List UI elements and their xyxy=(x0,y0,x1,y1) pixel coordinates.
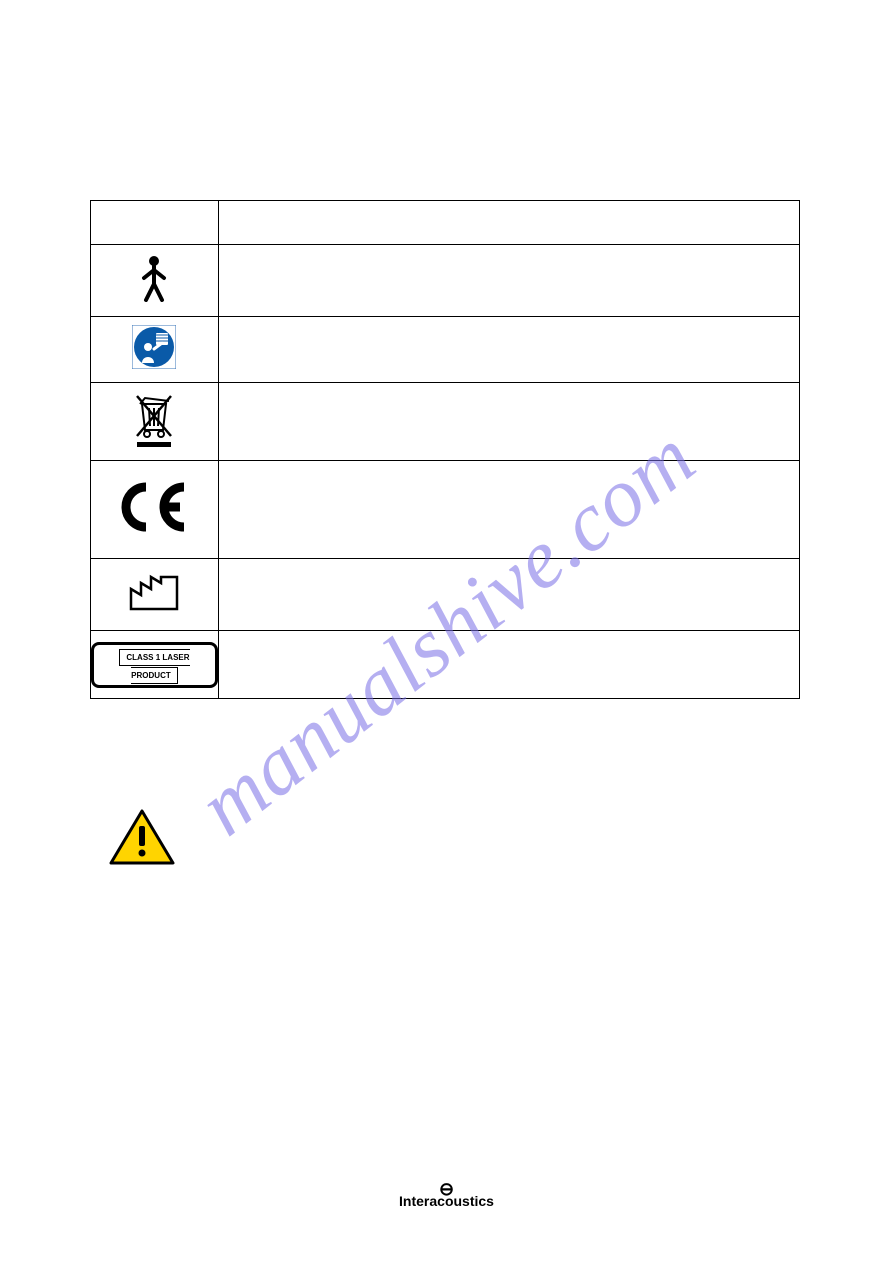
table-row xyxy=(91,245,800,317)
warning-section xyxy=(108,808,176,873)
weee-icon xyxy=(129,390,179,453)
weee-desc xyxy=(218,383,799,461)
footer-brand-logo: ⊖ Interacoustics xyxy=(399,1183,494,1209)
table-row xyxy=(91,461,800,559)
laser-desc xyxy=(218,631,799,699)
laser-label-cell: CLASS 1 LASER PRODUCT xyxy=(91,631,219,699)
refer-to-manual-icon xyxy=(132,325,176,369)
class-1-laser-icon: CLASS 1 LASER PRODUCT xyxy=(91,642,218,688)
weee-icon-cell xyxy=(91,383,219,461)
type-b-desc xyxy=(218,245,799,317)
warning-triangle-icon xyxy=(108,855,176,872)
laser-label-text: CLASS 1 LASER PRODUCT xyxy=(119,649,189,684)
type-b-applied-part-icon xyxy=(136,254,172,307)
header-symbol xyxy=(91,201,219,245)
symbols-table: CLASS 1 LASER PRODUCT xyxy=(90,200,800,699)
header-explanation xyxy=(218,201,799,245)
brand-name: Interacoustics xyxy=(399,1193,494,1209)
refer-manual-icon-cell xyxy=(91,317,219,383)
table-row: CLASS 1 LASER PRODUCT xyxy=(91,631,800,699)
ce-mark-desc xyxy=(218,461,799,559)
manufacturer-desc xyxy=(218,559,799,631)
ce-mark-icon xyxy=(114,522,194,539)
type-b-icon-cell xyxy=(91,245,219,317)
table-header-row xyxy=(91,201,800,245)
table-row xyxy=(91,559,800,631)
manufacturer-icon xyxy=(127,600,181,617)
manufacturer-icon-cell xyxy=(91,559,219,631)
table-row xyxy=(91,383,800,461)
ce-mark-icon-cell xyxy=(91,461,219,559)
refer-manual-desc xyxy=(218,317,799,383)
table-row xyxy=(91,317,800,383)
